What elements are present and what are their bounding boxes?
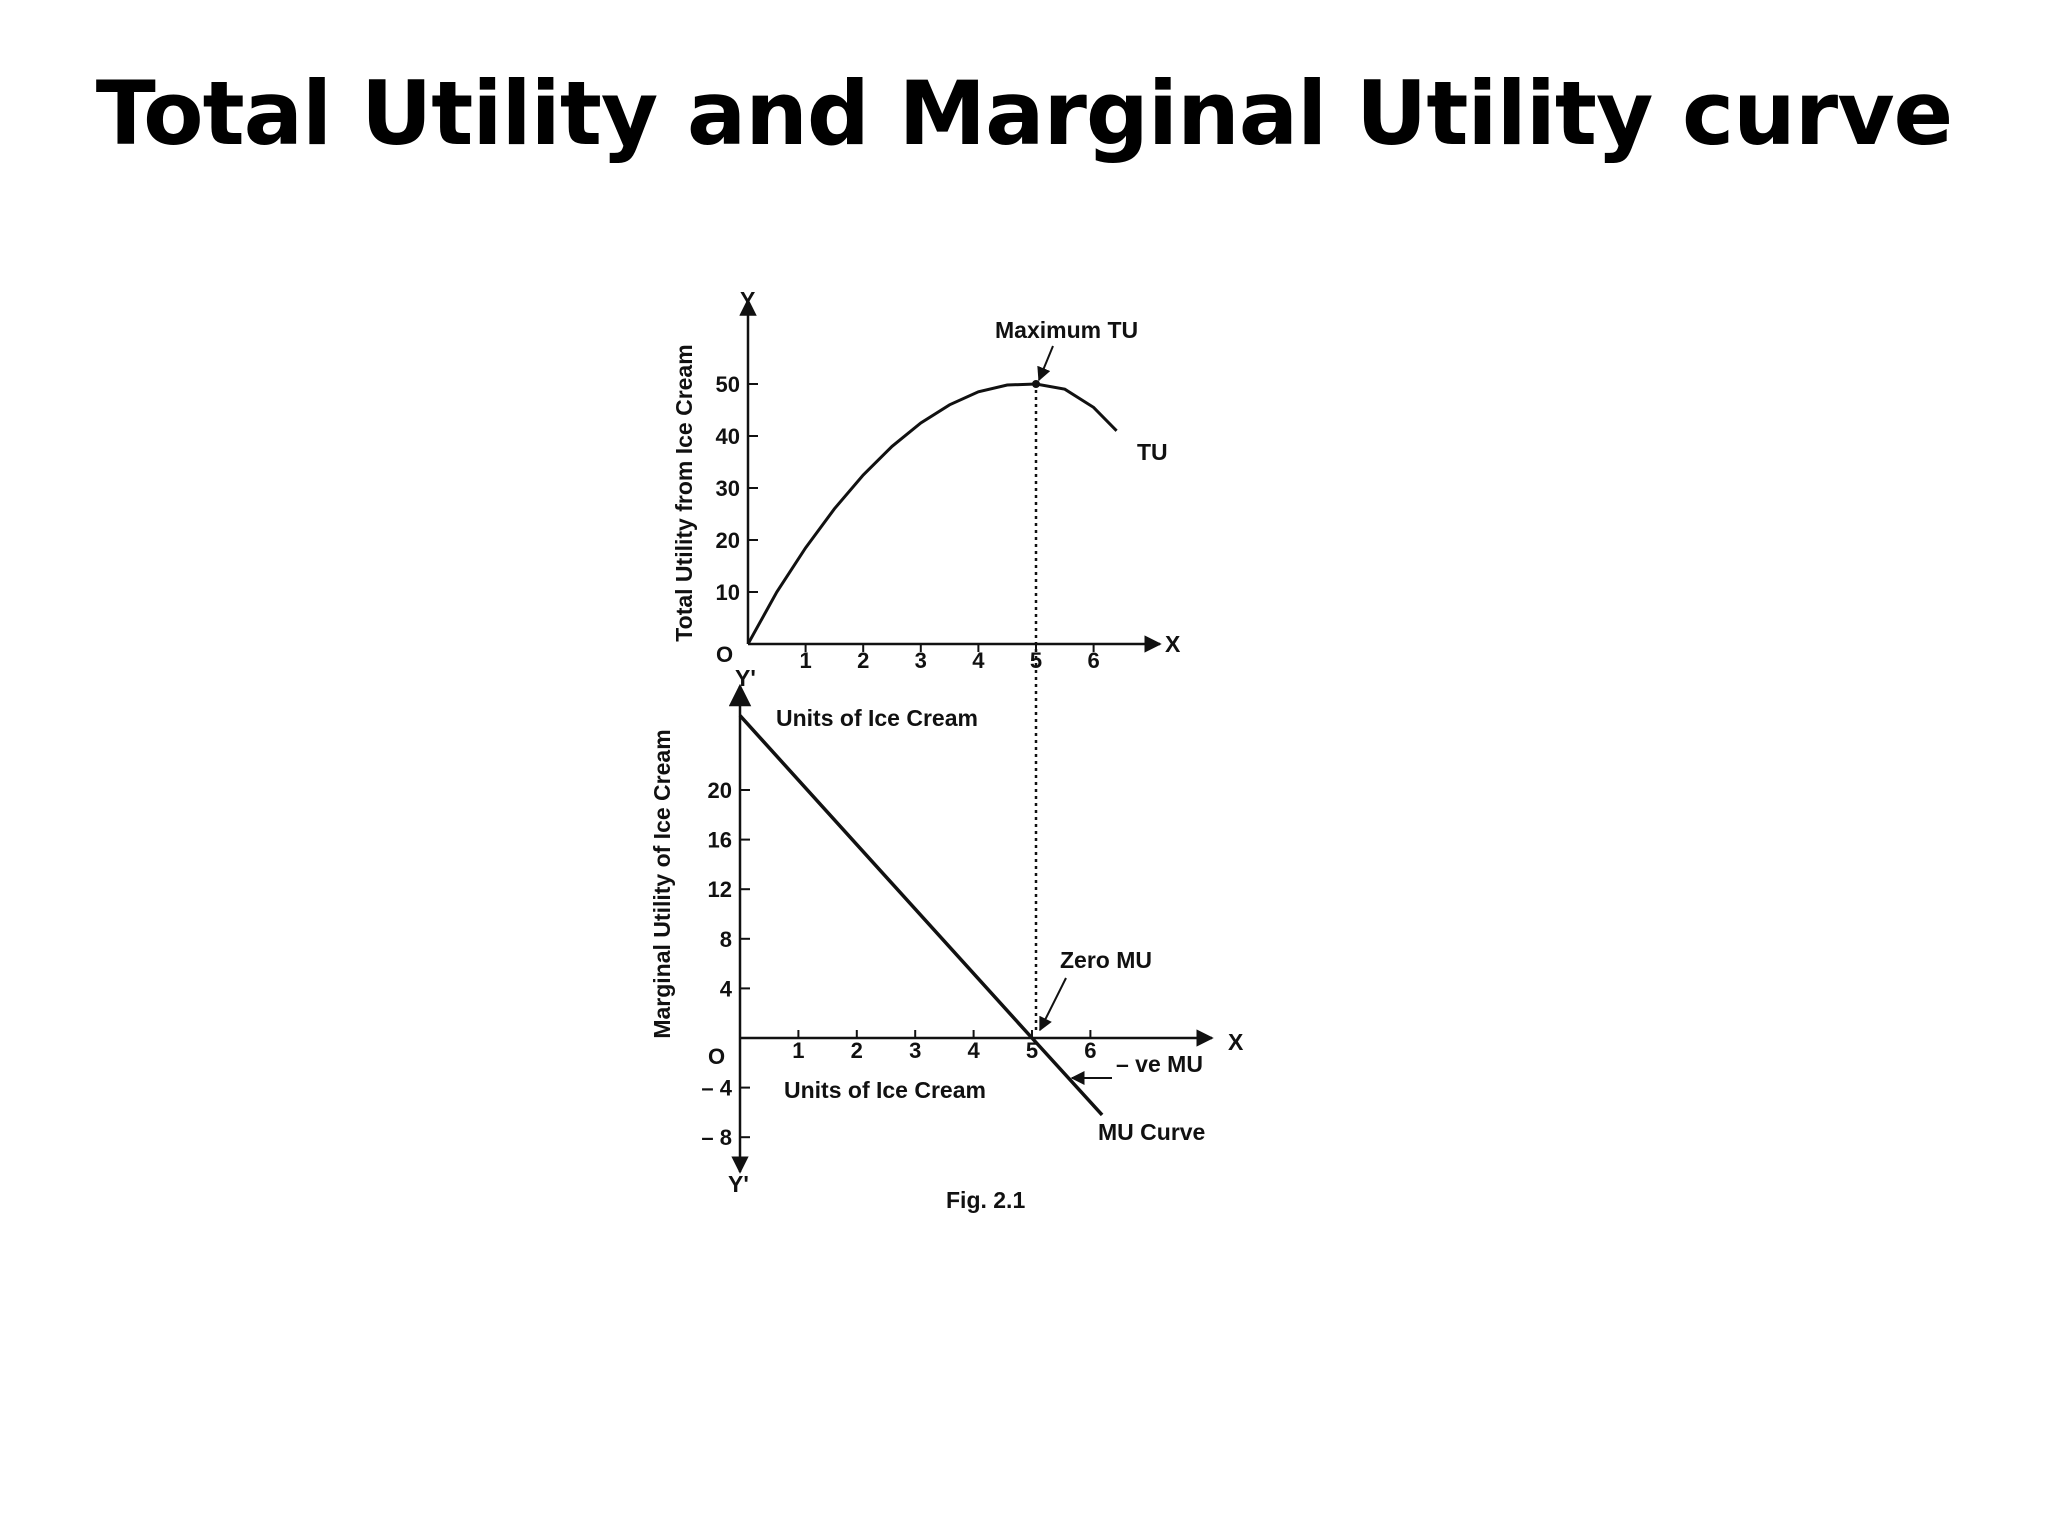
mu-x-tick-label: 4 [967, 1038, 980, 1063]
zero-mu-pointer [1039, 977, 1067, 1032]
mu-x-axis-letter: X [1228, 1029, 1244, 1055]
tu-x-tick-label: 6 [1087, 648, 1099, 673]
mu-x-tick-label: 2 [851, 1038, 863, 1063]
tu-y-axis-letter: Y [740, 287, 755, 313]
mu-x-axis-label-top: Units of Ice Cream [776, 705, 978, 731]
mu-curve [738, 714, 1104, 1117]
figure-caption: Fig. 2.1 [946, 1187, 1025, 1213]
slide-title: Total Utility and Marginal Utility curve [95, 62, 1953, 165]
mu-y-tick-label: 20 [708, 778, 732, 803]
max-tu-pointer [1037, 345, 1054, 382]
tu-x-axis-letter: X [1165, 631, 1181, 657]
tu-curve [746, 382, 1118, 645]
tu-y-tick-label: 30 [716, 476, 740, 501]
tu-x-tick-label: 2 [857, 648, 869, 673]
mu-y-tick-label: 12 [708, 877, 732, 902]
mu-y-tick-label: – 8 [701, 1125, 732, 1150]
mu-x-tick-label: 1 [792, 1038, 804, 1063]
mu-origin-label: O [708, 1044, 725, 1069]
tu-x-tick-label: 1 [799, 648, 811, 673]
mu-x-axis-label: Units of Ice Cream [784, 1077, 986, 1103]
mu-chart: Y' Y' X O Marginal Utility of Ice Cream … [649, 665, 1244, 1197]
tu-x-tick-label: 4 [972, 648, 985, 673]
tu-y-tick-label: 40 [716, 424, 740, 449]
max-tu-point [1032, 380, 1040, 388]
max-tu-annotation: Maximum TU [995, 317, 1138, 343]
tu-origin-label: O [716, 642, 733, 667]
tu-y-tick-label: 50 [716, 372, 740, 397]
tu-x-tick-label: 5 [1030, 648, 1042, 673]
tu-y-tick-label: 20 [716, 528, 740, 553]
mu-y-tick-label: – 4 [701, 1076, 732, 1101]
mu-y-axis-letter-top: Y' [735, 665, 756, 691]
mu-y-tick-label: 8 [720, 927, 732, 952]
mu-y-tick-label: 4 [720, 976, 733, 1001]
negative-mu-annotation: – ve MU [1116, 1051, 1203, 1077]
mu-y-axis-letter-bottom: Y' [728, 1171, 749, 1197]
mu-x-tick-label: 6 [1084, 1038, 1096, 1063]
mu-y-axis-label: Marginal Utility of Ice Cream [649, 729, 675, 1038]
mu-y-tick-label: 16 [708, 828, 732, 853]
tu-y-tick-label: 10 [716, 580, 740, 605]
tu-x-tick-label: 3 [915, 648, 927, 673]
mu-x-tick-label: 5 [1026, 1038, 1038, 1063]
mu-series-label: MU Curve [1098, 1119, 1205, 1145]
tu-y-axis-label: Total Utility from Ice Cream [671, 344, 697, 641]
mu-x-tick-label: 3 [909, 1038, 921, 1063]
tu-series-label: TU [1137, 439, 1168, 465]
zero-mu-annotation: Zero MU [1060, 947, 1152, 973]
